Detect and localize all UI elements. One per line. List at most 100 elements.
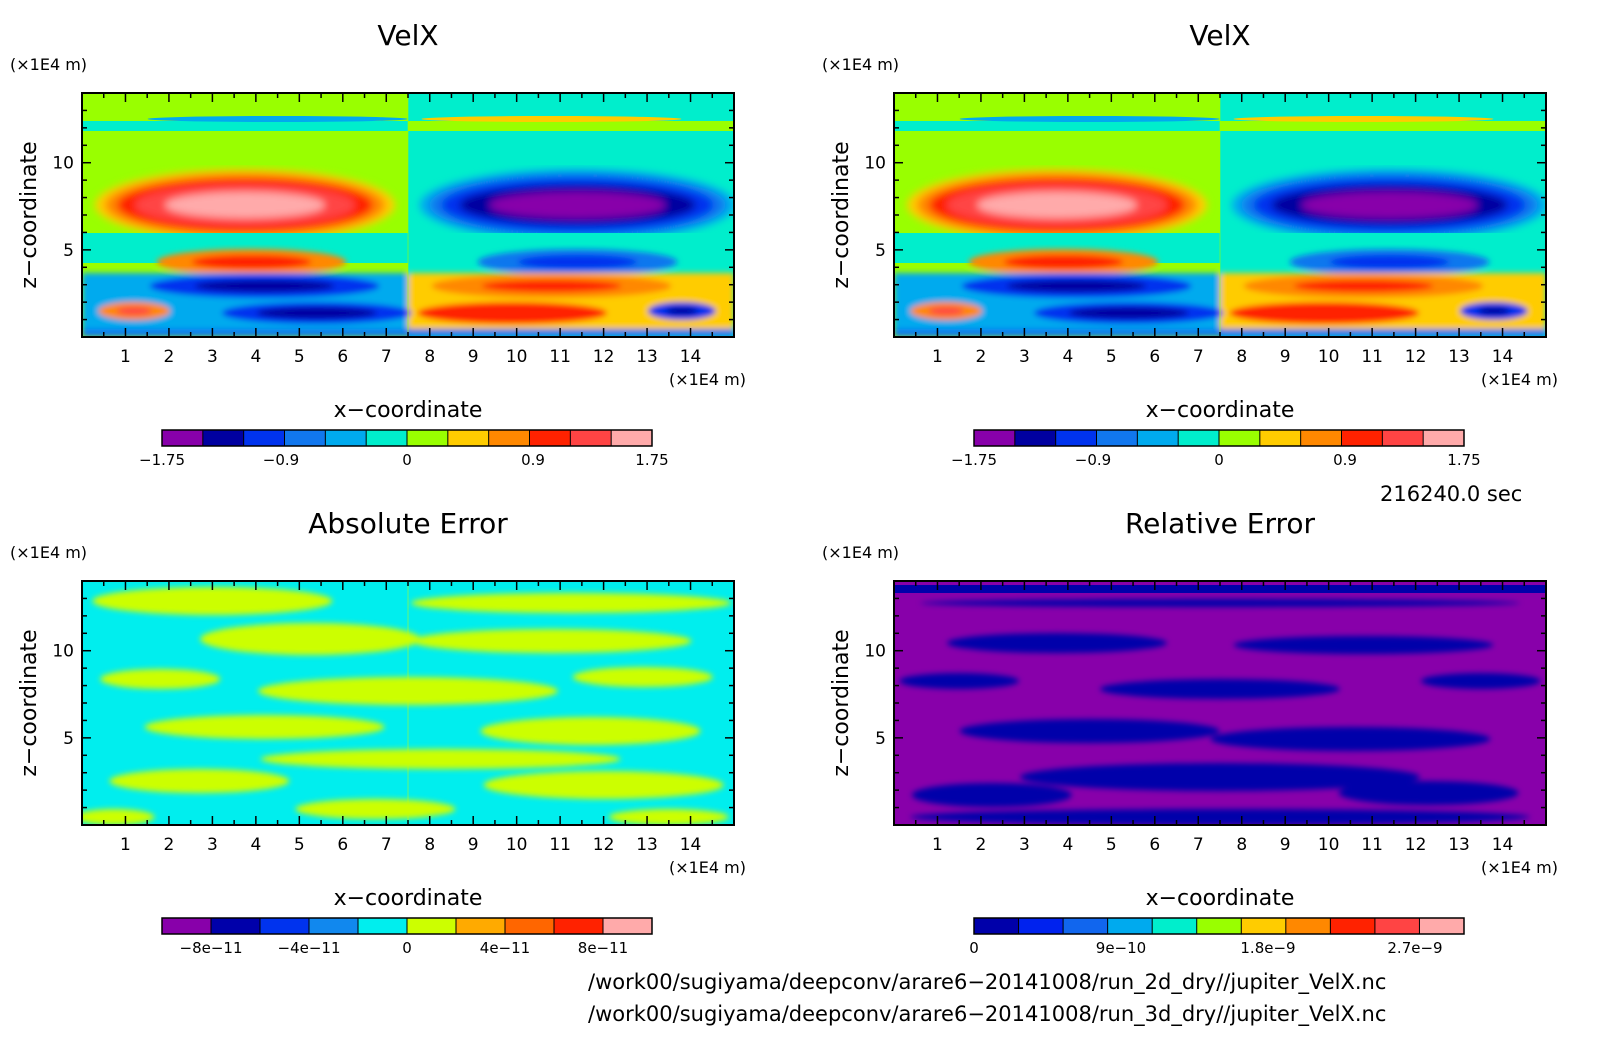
x-tick-label: 12	[593, 347, 615, 367]
y-tick-label: 10	[52, 642, 74, 662]
colorbar-tick-label: 0	[402, 451, 412, 469]
x-tick-label: 11	[549, 835, 571, 855]
colorbar-swatch	[1300, 430, 1342, 446]
x-tick-label: 13	[636, 835, 658, 855]
x-tick-label: 1	[932, 347, 943, 367]
colorbar-swatch	[284, 430, 326, 446]
contour-field	[894, 581, 1546, 825]
colorbar-swatch	[974, 430, 1016, 446]
x-tick-label: 14	[680, 835, 702, 855]
y-axis-label: z−coordinate	[829, 629, 854, 776]
x-tick-label: 4	[1062, 347, 1073, 367]
x-tick-label: 1	[120, 347, 131, 367]
x-tick-label: 3	[207, 835, 218, 855]
x-tick-label: 4	[250, 347, 261, 367]
x-tick-label: 1	[932, 835, 943, 855]
x-tick-label: 4	[1062, 835, 1073, 855]
colorbar-swatch	[202, 430, 245, 446]
y-tick-label: 5	[63, 241, 74, 261]
x-tick-label: 10	[506, 835, 528, 855]
x-tick-label: 12	[593, 835, 615, 855]
colorbar-tick-label: −8e−11	[180, 939, 243, 957]
x-tick-label: 2	[164, 835, 175, 855]
colorbar-swatch	[1341, 430, 1383, 446]
colorbar-swatch	[358, 918, 408, 934]
x-tick-label: 3	[1019, 835, 1030, 855]
x-tick-label: 5	[294, 347, 305, 367]
y-axis-label: z−coordinate	[829, 141, 854, 288]
y-tick-label: 5	[63, 729, 74, 749]
x-tick-label: 12	[1405, 347, 1427, 367]
x-tick-label: 9	[468, 347, 479, 367]
x-tick-label: 13	[1448, 835, 1470, 855]
x-tick-label: 3	[207, 347, 218, 367]
colorbar-swatch	[1241, 918, 1287, 934]
x-tick-label: 7	[1193, 347, 1204, 367]
y-tick-label: 5	[875, 729, 886, 749]
x-tick-label: 7	[381, 835, 392, 855]
colorbar: 0 9e−10 1.8e−9 2.7e−9	[969, 917, 1465, 957]
colorbar-swatch	[570, 430, 612, 446]
colorbar-swatch	[447, 430, 490, 446]
colorbar-tick-label: 1.75	[1447, 451, 1480, 469]
colorbar-tick-label: 1.75	[635, 451, 668, 469]
colorbar-swatch	[1259, 430, 1302, 446]
colorbar-tick-label: −0.9	[263, 451, 299, 469]
x-tick-label: 9	[468, 835, 479, 855]
x-tick-label: 7	[1193, 835, 1204, 855]
y-tick-label: 10	[52, 154, 74, 174]
colorbar-tick-label: 0	[969, 939, 979, 957]
x-unit-label: (×1E4 m)	[1481, 370, 1558, 389]
x-axis-label: x−coordinate	[1146, 398, 1295, 423]
x-tick-label: 1	[120, 835, 131, 855]
colorbar: −1.75 −0.9 0 0.9 1.75	[139, 429, 669, 469]
x-unit-label: (×1E4 m)	[669, 858, 746, 877]
colorbar-swatch	[1152, 918, 1198, 934]
x-tick-label: 6	[337, 347, 348, 367]
x-tick-label: 11	[549, 347, 571, 367]
chart-title: VelX	[1189, 19, 1250, 52]
colorbar-tick-label: 0	[1214, 451, 1224, 469]
colorbar-swatch	[1063, 918, 1109, 934]
y-axis-label: z−coordinate	[17, 141, 42, 288]
y-unit-label: (×1E4 m)	[822, 543, 899, 562]
colorbar-tick-label: 0.9	[1333, 451, 1357, 469]
colorbar-swatch	[974, 918, 1020, 934]
colorbar: −1.75 −0.9 0 0.9 1.75	[951, 429, 1481, 469]
colorbar-tick-label: −1.75	[139, 451, 185, 469]
x-tick-label: 3	[1019, 347, 1030, 367]
x-tick-label: 8	[1236, 835, 1247, 855]
colorbar-swatch	[243, 430, 285, 446]
colorbar-swatch	[1423, 430, 1465, 446]
x-tick-label: 5	[1106, 835, 1117, 855]
x-tick-label: 14	[1492, 347, 1514, 367]
x-tick-label: 9	[1280, 835, 1291, 855]
colorbar-swatch	[325, 430, 367, 446]
y-unit-label: (×1E4 m)	[10, 543, 87, 562]
colorbar-swatch	[1382, 430, 1424, 446]
colorbar-swatch	[529, 430, 571, 446]
colorbar-swatch	[1014, 430, 1057, 446]
x-tick-label: 10	[506, 347, 528, 367]
colorbar-swatch	[611, 430, 653, 446]
colorbar-tick-label: 0.9	[521, 451, 545, 469]
x-tick-label: 6	[337, 835, 348, 855]
colorbar-swatch	[488, 430, 530, 446]
colorbar-swatch	[505, 918, 555, 934]
x-tick-label: 2	[976, 835, 987, 855]
x-tick-label: 10	[1318, 347, 1340, 367]
x-tick-label: 4	[250, 835, 261, 855]
colorbar-swatch	[1096, 430, 1138, 446]
colorbar-swatch	[366, 430, 408, 446]
colorbar-tick-label: −1.75	[951, 451, 997, 469]
colorbar-tick-label: 0	[402, 939, 412, 957]
colorbar-tick-label: −0.9	[1075, 451, 1111, 469]
x-tick-label: 6	[1149, 835, 1160, 855]
x-tick-label: 12	[1405, 835, 1427, 855]
contour-field	[894, 93, 1546, 337]
colorbar-swatch	[1178, 430, 1220, 446]
